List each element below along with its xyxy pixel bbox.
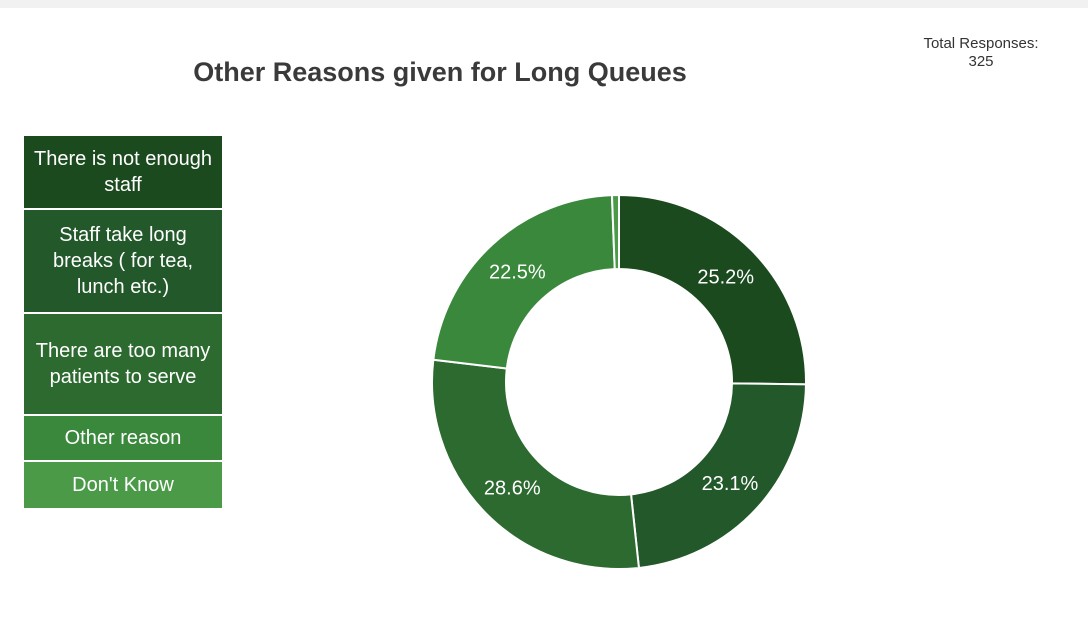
legend: There is not enough staff Staff take lon…	[24, 136, 222, 508]
legend-item-not-enough-staff[interactable]: There is not enough staff	[24, 136, 222, 210]
legend-item-long-breaks[interactable]: Staff take long breaks ( for tea, lunch …	[24, 210, 222, 314]
slice-value-label: 28.6%	[484, 477, 541, 499]
donut-slice[interactable]	[610, 193, 620, 271]
slice-value-label: 25.2%	[697, 267, 754, 289]
legend-label: There are too many patients to serve	[35, 340, 211, 388]
donut-slice[interactable]	[629, 382, 807, 570]
legend-item-dont-know[interactable]: Don't Know	[24, 462, 222, 508]
page-top-edge	[0, 0, 1088, 8]
legend-item-too-many-patients[interactable]: There are too many patients to serve	[24, 314, 222, 416]
total-responses: Total Responses: 325	[896, 35, 1066, 71]
slice-value-label: 23.1%	[702, 473, 759, 495]
donut-slice[interactable]	[618, 193, 807, 386]
legend-label: Don't Know	[72, 474, 174, 496]
total-responses-label: Total Responses:	[923, 35, 1039, 52]
legend-item-other-reason[interactable]: Other reason	[24, 416, 222, 462]
legend-label: Staff take long breaks ( for tea, lunch …	[52, 224, 194, 298]
chart-title: Other Reasons given for Long Queues	[193, 57, 687, 87]
legend-label: There is not enough staff	[34, 148, 212, 196]
legend-label: Other reason	[64, 427, 182, 449]
slice-value-label: 22.5%	[489, 262, 546, 284]
total-responses-value: 325	[968, 53, 994, 70]
donut-slice[interactable]	[431, 358, 641, 570]
donut-slice[interactable]	[432, 194, 616, 370]
